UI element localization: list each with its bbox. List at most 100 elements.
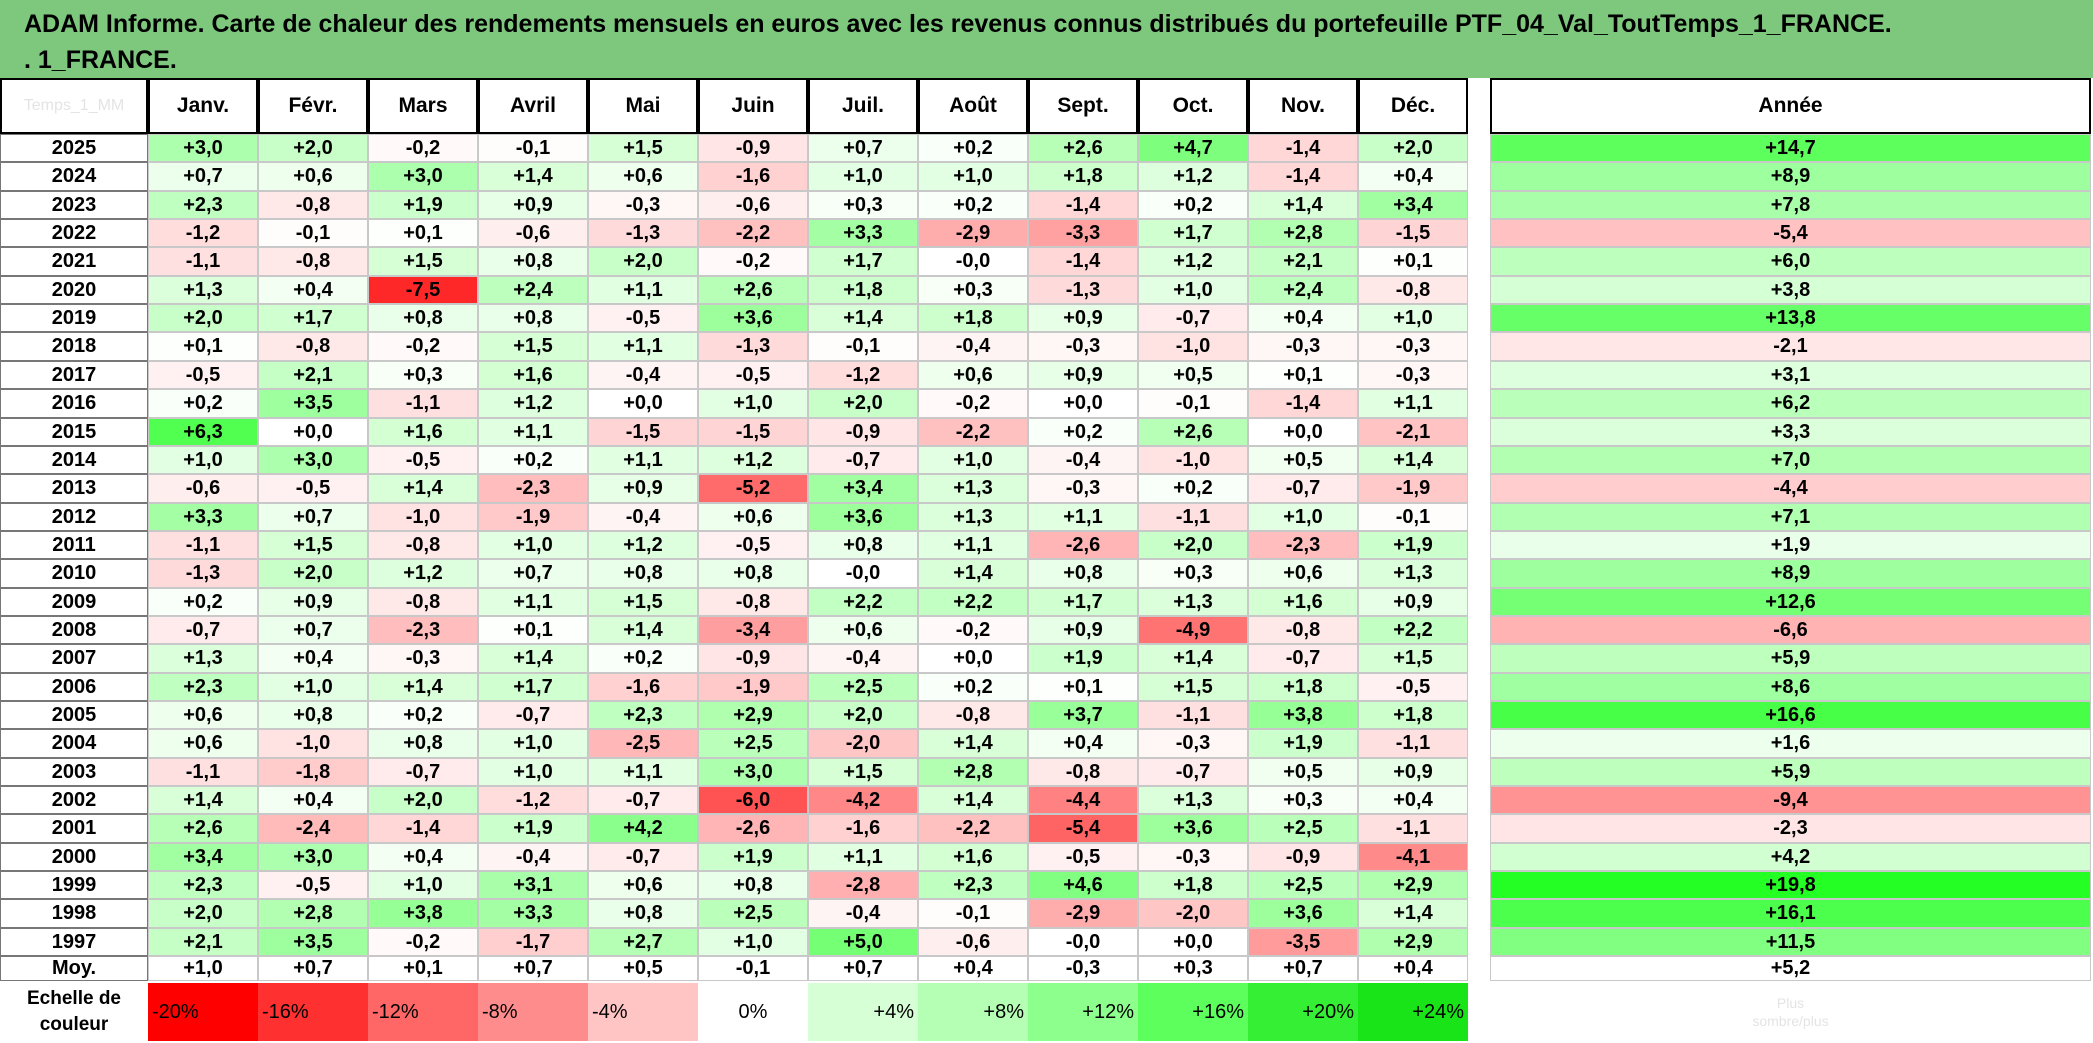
heat-cell: +1,7	[478, 673, 588, 701]
heat-cell: +5,0	[808, 928, 918, 956]
heat-cell: +2,0	[258, 134, 368, 162]
heat-cell: +3,4	[1358, 191, 1468, 219]
heat-cell: -0,0	[808, 559, 918, 588]
heat-cell: -1,1	[148, 758, 258, 786]
heat-cell: +4,7	[1138, 134, 1248, 162]
year-label: 2015	[0, 418, 148, 446]
annual-cell: +8,9	[1490, 162, 2091, 191]
heat-cell: +0,2	[918, 134, 1028, 162]
heat-cell: +1,7	[1028, 588, 1138, 616]
heat-cell: -0,3	[588, 191, 698, 219]
heat-cell: +0,8	[478, 304, 588, 332]
heat-cell: +3,4	[808, 474, 918, 503]
heat-cell: +1,0	[698, 928, 808, 956]
color-scale-swatch: +8%	[918, 983, 1028, 1041]
heat-cell: +1,6	[368, 418, 478, 446]
heat-cell: +0,9	[1028, 616, 1138, 644]
annual-cell: +13,8	[1490, 304, 2091, 332]
heat-cell: +2,3	[148, 871, 258, 899]
heat-cell: +1,1	[588, 758, 698, 786]
heat-cell: +0,5	[1138, 361, 1248, 389]
heat-cell: +0,0	[1138, 928, 1248, 956]
heat-cell: +2,3	[918, 871, 1028, 899]
heat-cell: -0,7	[808, 446, 918, 474]
heat-cell: +2,5	[698, 899, 808, 928]
average-cell: +1,0	[148, 956, 258, 981]
heat-cell: +0,1	[1028, 673, 1138, 701]
heat-cell: +2,0	[148, 304, 258, 332]
heat-cell: -7,5	[368, 276, 478, 304]
heat-cell: +0,7	[148, 162, 258, 191]
heat-cell: -2,5	[588, 729, 698, 758]
heat-cell: +0,2	[918, 673, 1028, 701]
heat-cell: +2,3	[588, 701, 698, 729]
heat-cell: -0,7	[478, 701, 588, 729]
heat-cell: +1,0	[918, 446, 1028, 474]
month-header: Mars	[368, 78, 478, 134]
heat-cell: -1,1	[148, 247, 258, 276]
heat-cell: -4,2	[808, 786, 918, 814]
heat-cell: -0,1	[1358, 503, 1468, 531]
heat-cell: +1,1	[478, 588, 588, 616]
heat-cell: +2,8	[918, 758, 1028, 786]
heat-cell: +2,0	[588, 247, 698, 276]
heat-cell: +2,4	[1248, 276, 1358, 304]
annual-header: Année	[1490, 78, 2091, 134]
annual-cell: +7,0	[1490, 446, 2091, 474]
heat-cell: +1,0	[698, 389, 808, 418]
annual-cell: +12,6	[1490, 588, 2091, 616]
month-header: Déc.	[1358, 78, 1468, 134]
heat-cell: +2,0	[368, 786, 478, 814]
heat-cell: +2,5	[808, 673, 918, 701]
heat-cell: +0,3	[808, 191, 918, 219]
heat-cell: -2,6	[698, 814, 808, 843]
average-cell: +0,7	[808, 956, 918, 981]
heat-cell: +1,6	[1248, 588, 1358, 616]
heat-cell: +0,2	[368, 701, 478, 729]
heat-cell: +1,1	[918, 531, 1028, 559]
heat-cell: +0,2	[148, 588, 258, 616]
heat-cell: -3,3	[1028, 219, 1138, 247]
heat-cell: -1,7	[478, 928, 588, 956]
heat-cell: +0,7	[478, 559, 588, 588]
heat-cell: +1,9	[1248, 729, 1358, 758]
heat-cell: +1,4	[368, 673, 478, 701]
year-label: 2002	[0, 786, 148, 814]
month-header: Oct.	[1138, 78, 1248, 134]
heat-cell: +2,1	[148, 928, 258, 956]
heat-cell: +0,9	[1358, 588, 1468, 616]
heat-cell: -1,2	[148, 219, 258, 247]
heat-cell: +0,6	[588, 871, 698, 899]
heat-cell: +0,4	[368, 843, 478, 871]
heat-cell: -0,7	[588, 786, 698, 814]
year-label: 2018	[0, 332, 148, 361]
year-label: 2008	[0, 616, 148, 644]
heat-cell: +1,5	[258, 531, 368, 559]
heat-cell: +0,7	[258, 503, 368, 531]
heat-cell: -0,1	[1138, 389, 1248, 418]
heat-cell: +0,0	[588, 389, 698, 418]
heat-cell: +0,4	[1358, 162, 1468, 191]
heat-cell: -2,8	[808, 871, 918, 899]
heat-cell: +1,1	[478, 418, 588, 446]
heat-cell: +0,3	[1138, 559, 1248, 588]
heat-cell: +1,3	[148, 644, 258, 673]
heat-cell: -2,9	[1028, 899, 1138, 928]
heat-cell: -1,6	[808, 814, 918, 843]
heat-cell: -1,3	[588, 219, 698, 247]
heat-cell: +0,6	[698, 503, 808, 531]
year-label: 2013	[0, 474, 148, 503]
heat-cell: +0,9	[1028, 361, 1138, 389]
heat-cell: -0,7	[368, 758, 478, 786]
heat-cell: +2,0	[148, 899, 258, 928]
heat-cell: +0,8	[368, 304, 478, 332]
average-annual-cell: +5,2	[1490, 956, 2091, 981]
color-scale-swatch: -12%	[368, 983, 478, 1041]
heat-cell: -0,9	[698, 134, 808, 162]
heat-cell: +3,8	[368, 899, 478, 928]
heat-cell: +1,9	[1028, 644, 1138, 673]
annual-cell: -5,4	[1490, 219, 2091, 247]
heat-cell: +2,8	[1248, 219, 1358, 247]
heat-cell: +1,0	[478, 729, 588, 758]
heat-cell: -4,4	[1028, 786, 1138, 814]
